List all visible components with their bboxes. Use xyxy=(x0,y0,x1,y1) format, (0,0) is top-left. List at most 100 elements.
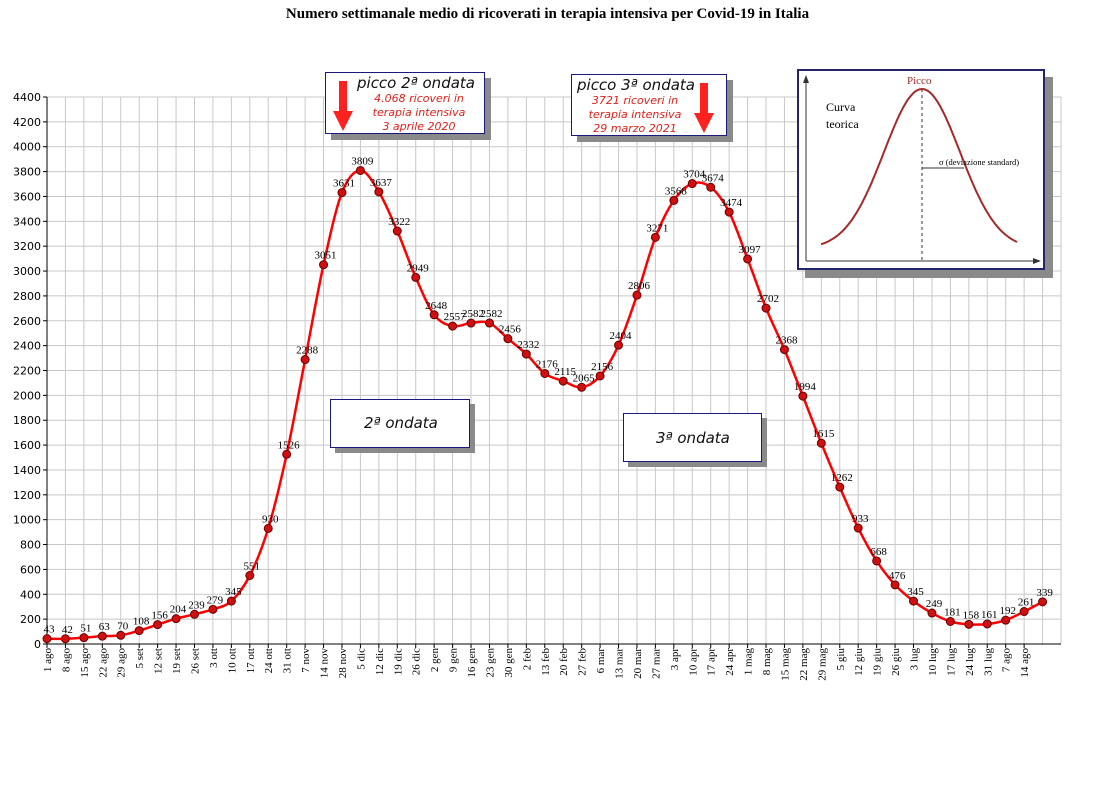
data-label: 1994 xyxy=(794,381,817,393)
x-tick-label: 24 lug xyxy=(964,648,976,676)
x-tick-label: 29 ago xyxy=(116,648,128,678)
x-tick-label: 27 mar xyxy=(650,648,662,679)
x-tick-label: 31 ott xyxy=(282,648,294,673)
data-point xyxy=(577,382,587,392)
data-label: 2806 xyxy=(628,280,651,292)
data-point xyxy=(1001,615,1011,625)
x-tick-label: 16 gen xyxy=(466,648,478,678)
data-label: 1262 xyxy=(831,472,853,484)
y-tick-label: 600 xyxy=(20,563,41,576)
data-label: 2368 xyxy=(775,335,798,347)
data-point xyxy=(632,290,642,300)
x-tick-label: 5 dic xyxy=(355,648,367,670)
x-tick-label: 14 nov xyxy=(319,648,331,679)
wave2-label: 2ª ondata xyxy=(364,414,438,432)
x-tick-label: 10 ott xyxy=(226,648,238,673)
data-label: 192 xyxy=(999,605,1016,617)
data-point xyxy=(355,165,365,175)
data-point xyxy=(134,626,144,636)
data-label: 156 xyxy=(151,610,168,622)
data-point xyxy=(614,340,624,350)
data-point xyxy=(982,619,992,629)
peak3-title: picco 3ª ondata xyxy=(577,76,695,94)
data-label: 345 xyxy=(225,586,242,598)
data-point xyxy=(945,616,955,626)
data-label: 70 xyxy=(117,620,129,632)
data-label: 2156 xyxy=(591,361,614,373)
inset-curve-label-2: teorica xyxy=(826,117,859,131)
data-point xyxy=(60,634,70,644)
data-label: 3674 xyxy=(702,172,725,184)
y-tick-label: 400 xyxy=(20,588,41,601)
data-label: 2949 xyxy=(407,262,430,274)
data-point xyxy=(687,179,697,189)
data-point xyxy=(927,608,937,618)
data-label: 279 xyxy=(207,594,224,606)
peak2-line2: terapia intensiva xyxy=(372,106,466,119)
x-tick-label: 17 ott xyxy=(245,648,257,673)
x-tick-label: 10 apr xyxy=(687,648,699,676)
data-point xyxy=(503,334,513,344)
x-tick-labels: 1 ago 8 ago 15 ago 22 ago 29 ago 5 set 12 set 1… xyxy=(42,644,1031,681)
data-point xyxy=(521,349,531,359)
data-label: 108 xyxy=(133,616,150,628)
data-markers xyxy=(42,165,1048,644)
data-label: 3637 xyxy=(370,177,393,189)
data-point xyxy=(466,318,476,328)
x-tick-label: 13 feb xyxy=(540,648,552,676)
data-point xyxy=(171,614,181,624)
x-tick-label: 3 lug xyxy=(909,648,921,671)
y-tick-label: 2600 xyxy=(13,315,41,328)
data-label: 2557 xyxy=(444,311,467,323)
data-label: 2582 xyxy=(462,308,484,320)
y-tick-label: 4400 xyxy=(13,91,41,104)
data-point xyxy=(319,260,329,270)
data-label: 204 xyxy=(170,604,187,616)
x-tick-label: 24 apr xyxy=(724,648,736,676)
x-tick-label: 5 giu xyxy=(835,648,847,671)
y-tick-label: 2800 xyxy=(13,290,41,303)
data-label: 551 xyxy=(244,561,261,573)
data-point xyxy=(153,620,163,630)
data-label: 3271 xyxy=(646,222,668,234)
y-tick-label: 3600 xyxy=(13,190,41,203)
inset-bell-curve xyxy=(820,87,1018,246)
data-label: 3704 xyxy=(683,169,706,181)
y-tick-label: 3400 xyxy=(13,215,41,228)
data-point xyxy=(743,254,753,264)
data-point xyxy=(411,272,421,282)
data-point xyxy=(374,187,384,197)
x-tick-label: 17 apr xyxy=(706,648,718,676)
peak2-line3: 3 aprile 2020 xyxy=(382,120,456,133)
data-label: 668 xyxy=(870,546,887,558)
y-tick-labels: 0 200 400 600 800 1000 1200 1400 1600 1800 2000 220… xyxy=(13,91,47,651)
x-tick-label: 12 dic xyxy=(374,648,386,675)
data-point xyxy=(650,232,660,242)
x-tick-label: 19 giu xyxy=(872,648,884,676)
x-tick-label: 12 giu xyxy=(853,648,865,676)
data-label: 2404 xyxy=(610,330,633,342)
data-label: 2456 xyxy=(499,324,522,336)
data-point xyxy=(226,596,236,606)
data-label: 3322 xyxy=(388,216,410,228)
y-tick-label: 800 xyxy=(20,539,41,552)
x-tick-label: 28 nov xyxy=(337,648,349,679)
data-point xyxy=(779,345,789,355)
x-tick-label: 15 ago xyxy=(79,648,91,678)
data-label: 2648 xyxy=(425,300,448,312)
down-arrow-icon xyxy=(694,83,714,133)
inset-curve-label-1: Curva xyxy=(826,100,856,114)
x-tick-label: 26 set xyxy=(189,648,201,674)
data-point xyxy=(392,226,402,236)
wave3-label: 3ª ondata xyxy=(656,429,730,447)
data-label: 2288 xyxy=(296,345,319,357)
peak3-line1: 3721 ricoveri in xyxy=(591,94,679,107)
wave3-box: 3ª ondata xyxy=(623,413,762,462)
y-tick-label: 3800 xyxy=(13,166,41,179)
data-point xyxy=(558,376,568,386)
y-tick-label: 200 xyxy=(20,613,41,626)
data-point xyxy=(853,523,863,533)
data-point xyxy=(890,580,900,590)
data-point xyxy=(263,523,273,533)
